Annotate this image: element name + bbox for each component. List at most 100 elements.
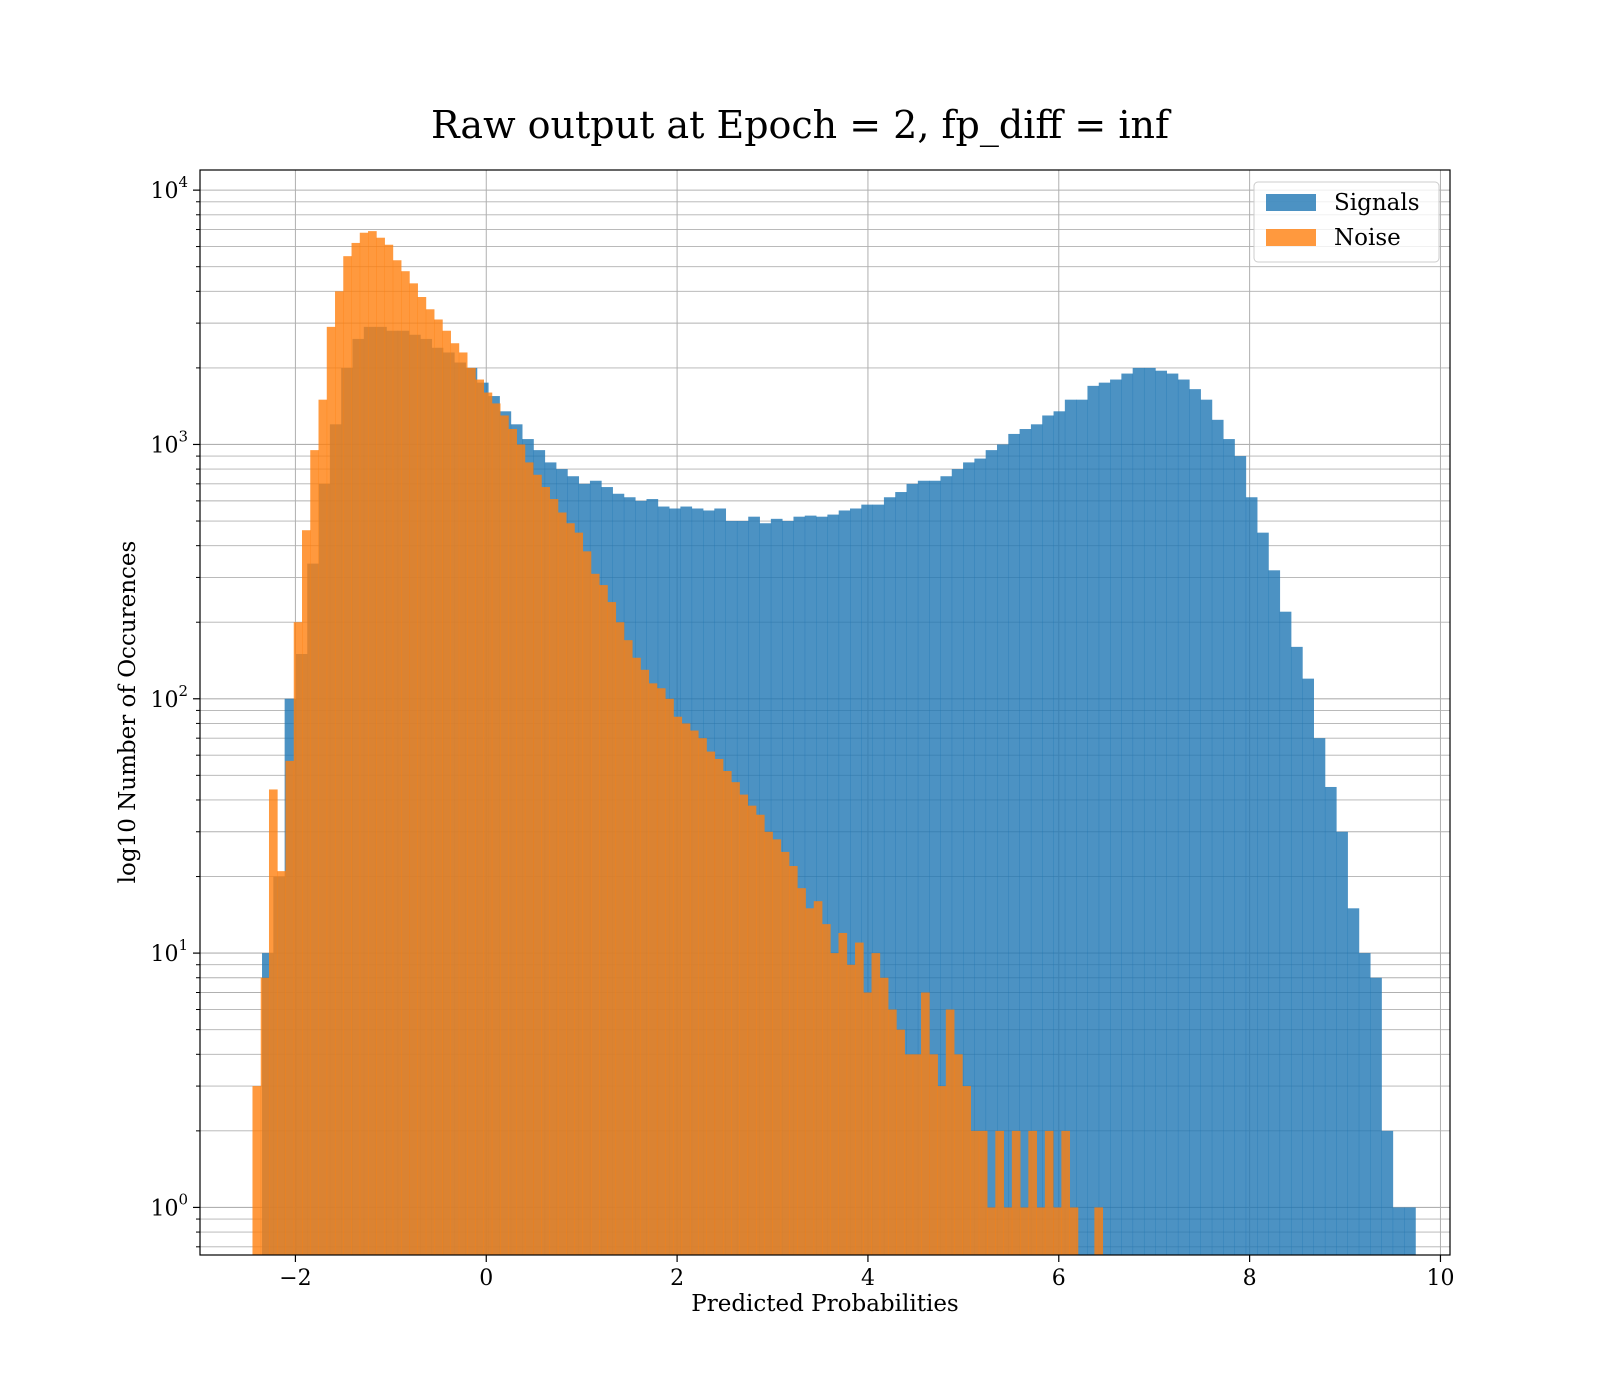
noise-bar	[797, 888, 806, 1255]
signals-bar	[906, 483, 919, 1255]
legend-label-signals: Signals	[1334, 190, 1420, 216]
noise-bar	[813, 901, 823, 1255]
noise-bar	[376, 237, 385, 1256]
noise-bar	[764, 831, 773, 1255]
noise-bar	[343, 256, 352, 1255]
x-tick-label: 0	[479, 1266, 493, 1291]
noise-bar	[904, 1054, 914, 1255]
noise-bar	[1028, 1130, 1037, 1255]
signals-bar	[1166, 373, 1179, 1255]
signals-bar	[1245, 497, 1258, 1255]
x-tick-label: −2	[279, 1266, 311, 1291]
noise-bar	[392, 260, 402, 1255]
noise-bar	[302, 530, 311, 1255]
x-tick-label: 8	[1243, 1266, 1257, 1291]
noise-bar	[896, 1029, 905, 1255]
noise-bar	[491, 403, 501, 1256]
signals-bar	[816, 516, 828, 1255]
x-tick-label: 2	[670, 1266, 684, 1291]
noise-bar	[1053, 1207, 1062, 1255]
noise-bar	[1061, 1130, 1071, 1255]
signals-bar	[1211, 419, 1224, 1255]
y-axis: 100 101 102 103 104	[150, 173, 200, 1248]
signals-bar	[1098, 382, 1111, 1256]
noise-bar	[335, 291, 344, 1255]
signals-bar	[1290, 646, 1303, 1255]
signals-bar	[1019, 429, 1032, 1255]
legend-swatch-noise	[1266, 229, 1316, 246]
noise-bar	[566, 523, 575, 1255]
signals-bar	[1110, 379, 1122, 1255]
signals-bar	[804, 515, 817, 1255]
y-tick-label: 101	[150, 936, 188, 967]
signals-bar	[1336, 831, 1348, 1255]
signals-bar	[1313, 738, 1326, 1255]
noise-bars	[252, 231, 1104, 1256]
signals-bar	[1053, 411, 1066, 1255]
noise-bar	[607, 602, 617, 1255]
noise-bar	[285, 760, 295, 1255]
noise-bar	[351, 242, 361, 1255]
noise-bar	[747, 805, 757, 1255]
noise-bar	[260, 977, 270, 1255]
noise-bar	[855, 942, 864, 1255]
noise-bar	[359, 232, 369, 1255]
noise-bar	[970, 1130, 980, 1255]
signals-bar	[1155, 370, 1168, 1255]
noise-bar	[648, 683, 658, 1255]
signals-bar	[861, 504, 874, 1255]
signals-bar	[1381, 1130, 1394, 1255]
noise-bar	[1003, 1207, 1013, 1255]
noise-bar	[368, 231, 377, 1255]
noise-bar	[656, 688, 666, 1255]
noise-bar	[714, 758, 724, 1255]
noise-bar	[1011, 1130, 1021, 1255]
signals-bar	[850, 508, 862, 1256]
noise-bar	[731, 782, 740, 1255]
noise-bar	[590, 573, 600, 1255]
noise-bar	[425, 309, 435, 1256]
signals-bar	[963, 462, 975, 1255]
noise-bar	[516, 444, 526, 1255]
noise-bar	[582, 551, 592, 1255]
noise-bar	[533, 474, 542, 1255]
noise-bar	[954, 1054, 963, 1255]
signals-bar	[838, 510, 851, 1255]
signals-bar	[951, 469, 964, 1256]
plot-frame	[199, 169, 1451, 1256]
chart-title: Raw output at Epoch = 2, fp_diff = inf	[431, 103, 1172, 148]
noise-bar	[458, 352, 468, 1255]
signals-bar	[929, 480, 941, 1256]
noise-bar	[434, 319, 443, 1256]
signals-bar	[1234, 456, 1247, 1255]
noise-bar	[1069, 1207, 1079, 1255]
noise-bar	[838, 932, 848, 1255]
signals-bar	[872, 504, 885, 1255]
y-tick-label: 104	[150, 173, 188, 204]
signals-bar	[1177, 379, 1190, 1255]
noise-bar	[739, 794, 749, 1255]
noise-bar	[252, 1086, 262, 1255]
noise-bar	[937, 1086, 947, 1255]
noise-bar	[417, 297, 427, 1255]
signals-bar	[974, 458, 987, 1255]
signals-bar	[1200, 399, 1213, 1255]
noise-bar	[442, 330, 451, 1255]
legend-label-noise: Noise	[1334, 225, 1401, 251]
noise-bar	[1020, 1207, 1029, 1255]
signals-bar	[1257, 532, 1269, 1255]
signals-bar	[1132, 367, 1145, 1256]
signals-bar	[1324, 786, 1337, 1255]
noise-bar	[508, 429, 518, 1255]
signals-bar	[1370, 977, 1382, 1255]
noise-bar	[846, 964, 856, 1255]
noise-bar	[987, 1207, 996, 1255]
signals-bar	[1404, 1207, 1416, 1255]
signals-bar	[996, 444, 1009, 1255]
signals-bar	[1358, 953, 1371, 1255]
noise-bar	[1094, 1207, 1104, 1255]
noise-bar	[632, 657, 641, 1255]
signals-bar	[1042, 415, 1054, 1255]
noise-bar	[268, 789, 278, 1255]
y-tick-label: 100	[150, 1190, 188, 1221]
